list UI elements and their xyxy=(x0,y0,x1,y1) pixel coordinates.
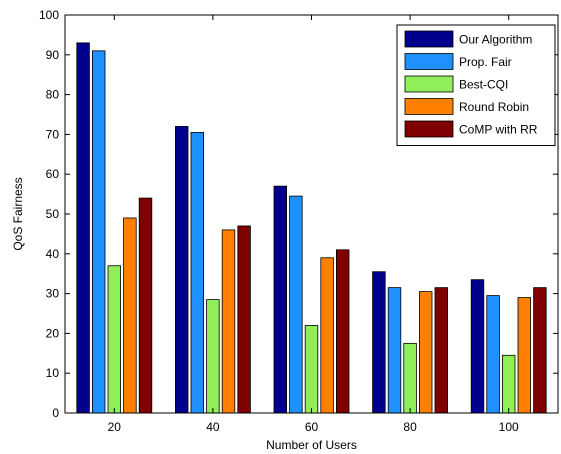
y-tick-label: 100 xyxy=(39,8,59,22)
legend-swatch xyxy=(404,53,454,70)
legend-label: Prop. Fair xyxy=(459,55,512,69)
bar-our-algorithm-60 xyxy=(273,185,288,414)
bar-round-robin-80 xyxy=(418,291,433,414)
x-tick-label: 20 xyxy=(108,420,122,434)
bar-prop-fair-40 xyxy=(190,132,205,414)
bar-best-cqi-100 xyxy=(501,354,516,414)
x-tick-label: 40 xyxy=(206,420,220,434)
legend-swatch xyxy=(404,120,454,138)
bar-comp-with-rr-20 xyxy=(138,197,153,414)
y-tick-label: 0 xyxy=(52,406,59,420)
bar-best-cqi-40 xyxy=(206,299,220,414)
bar-round-robin-60 xyxy=(320,257,334,414)
bar-our-algorithm-100 xyxy=(470,279,485,414)
bars-group xyxy=(76,42,547,414)
y-axis-label: QoS Fairness xyxy=(11,177,25,250)
y-tick-label: 90 xyxy=(46,48,60,62)
bar-prop-fair-100 xyxy=(486,295,500,414)
legend-swatch xyxy=(404,75,454,93)
y-tick-label: 40 xyxy=(46,247,60,261)
y-axis: 0 10 20 30 40 50 60 70 80 90 100 xyxy=(39,8,558,420)
x-tick-label: 100 xyxy=(499,420,519,434)
bar-comp-with-rr-40 xyxy=(237,225,251,414)
bar-comp-with-rr-60 xyxy=(335,249,350,414)
bar-our-algorithm-40 xyxy=(174,126,189,414)
legend-label: Round Robin xyxy=(459,100,529,114)
y-tick-label: 50 xyxy=(46,207,60,221)
bar-round-robin-100 xyxy=(517,297,532,414)
bar-prop-fair-20 xyxy=(92,50,106,414)
legend-label: CoMP with RR xyxy=(459,123,538,137)
x-axis: 20 40 60 80 100 xyxy=(108,15,519,434)
bar-round-robin-20 xyxy=(123,217,137,414)
legend-swatch xyxy=(404,30,454,48)
legend: Our Algorithm Prop. Fair Best-CQI Round Rob… xyxy=(396,24,556,146)
y-tick-label: 30 xyxy=(46,287,60,301)
y-tick-label: 80 xyxy=(46,88,60,102)
y-tick-label: 10 xyxy=(46,366,60,380)
legend-label: Our Algorithm xyxy=(459,33,532,47)
legend-swatch xyxy=(404,98,454,115)
bar-best-cqi-20 xyxy=(107,265,122,414)
x-tick-label: 60 xyxy=(305,420,319,434)
x-tick-label: 80 xyxy=(403,420,417,434)
y-tick-label: 70 xyxy=(46,127,60,141)
y-tick-label: 20 xyxy=(46,326,60,340)
bar-round-robin-40 xyxy=(221,229,236,414)
bar-our-algorithm-80 xyxy=(372,271,386,414)
bar-prop-fair-80 xyxy=(387,287,402,414)
bar-comp-with-rr-80 xyxy=(434,287,449,414)
y-tick-label: 60 xyxy=(46,167,60,181)
bar-best-cqi-60 xyxy=(304,325,319,414)
x-axis-label: Number of Users xyxy=(266,438,357,452)
bar-our-algorithm-20 xyxy=(76,42,90,414)
bar-comp-with-rr-100 xyxy=(533,287,547,414)
bar-best-cqi-80 xyxy=(403,342,417,414)
legend-label: Best-CQI xyxy=(459,78,508,92)
bar-prop-fair-60 xyxy=(289,195,303,414)
